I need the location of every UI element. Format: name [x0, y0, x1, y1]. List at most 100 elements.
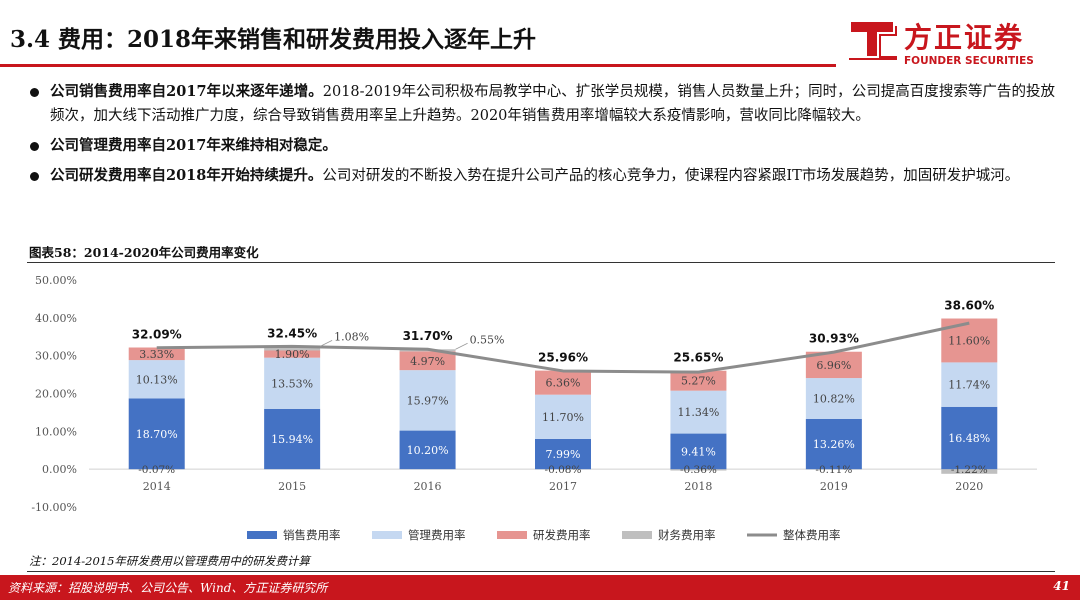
bar-admin — [399, 370, 456, 431]
label-admin: 10.82% — [813, 393, 855, 406]
bar-sales — [941, 406, 998, 470]
label-sales: 10.20% — [407, 444, 449, 457]
label-total: 32.45% — [267, 326, 317, 340]
label-rd: 6.36% — [546, 377, 581, 390]
label-rd: 1.90% — [275, 348, 310, 361]
bullet-dot-icon — [30, 88, 39, 97]
bar-sales — [128, 398, 185, 470]
figure-title: 图表58：2014-2020年公司费用率变化 — [29, 245, 259, 260]
label-total: 32.09% — [132, 327, 182, 341]
bar-sales — [805, 418, 862, 470]
label-financial: -0.08% — [545, 464, 582, 476]
y-tick-label: -10.00% — [31, 501, 77, 514]
y-tick-label: 10.00% — [35, 425, 77, 438]
label-financial: 0.55% — [470, 333, 505, 346]
bar-rd — [399, 351, 456, 371]
bar-financial — [670, 469, 727, 471]
footer-bar: 资料来源：招股说明书、公司公告、Wind、方正证券研究所 41 — [0, 575, 1080, 600]
bullet-list: 公司销售费用率自2017年以来逐年递增。2018-2019年公司积极布局教学中心… — [30, 80, 1055, 194]
leader-financial — [319, 340, 333, 347]
y-tick-label: 40.00% — [35, 312, 77, 325]
header: 3.4 费用：2018年来销售和研发费用投入逐年上升 方正证券 FOUNDER … — [0, 0, 1080, 67]
bullet-lead: 公司管理费用率自2017年来维持相对稳定。 — [50, 137, 337, 154]
bar-sales — [399, 430, 456, 470]
bar-admin — [264, 357, 321, 409]
label-total: 30.93% — [809, 332, 859, 346]
x-tick-label: 2016 — [414, 480, 442, 493]
x-tick-label: 2020 — [955, 480, 983, 493]
bar-rd — [535, 370, 591, 395]
y-tick-label: 50.00% — [35, 274, 77, 287]
bullet-text: 公司对研发的不断投入势在提升公司产品的核心竞争力，使课程内容紧跟IT市场发展趋势… — [322, 168, 1020, 184]
label-admin: 10.13% — [136, 373, 178, 386]
line-total — [156, 321, 970, 374]
label-rd: 5.27% — [681, 375, 716, 388]
x-tick-label: 2015 — [278, 480, 306, 493]
y-tick-label: 30.00% — [35, 350, 77, 363]
label-sales: 18.70% — [136, 428, 178, 441]
bullet-lead: 公司研发费用率自2018年开始持续提升。 — [50, 167, 323, 184]
label-sales: 9.41% — [681, 445, 716, 458]
legend-swatch — [497, 531, 527, 539]
bar-admin — [535, 394, 591, 439]
bullet-item: 公司销售费用率自2017年以来逐年递增。2018-2019年公司积极布局教学中心… — [30, 80, 1055, 128]
bar-rd — [264, 350, 321, 358]
label-admin: 11.70% — [542, 411, 584, 424]
label-admin: 11.74% — [948, 379, 990, 392]
x-tick-label: 2018 — [684, 480, 712, 493]
logo-name: 方正证券 — [904, 21, 1025, 54]
x-tick-label: 2017 — [549, 480, 577, 493]
bullet-dot-icon — [30, 142, 39, 151]
company-logo: 方正证券 FOUNDER SECURITIES — [847, 14, 1037, 70]
label-rd: 4.97% — [410, 355, 445, 368]
label-sales: 16.48% — [948, 432, 990, 445]
logo-subtitle: FOUNDER SECURITIES — [904, 55, 1034, 67]
expense-ratio-chart: -10.00% 0.00% 10.00% 20.00% 30.00% 40.00% 50.0… — [27, 266, 1055, 550]
label-financial: -0.07% — [138, 464, 175, 476]
label-sales: 13.26% — [813, 438, 855, 451]
chart-note: 注：2014-2015年研发费用以管理费用中的研发费计算 — [29, 554, 310, 568]
legend-swatch — [622, 531, 652, 539]
bar-admin — [128, 360, 185, 399]
legend-label: 财务费用率 — [658, 528, 716, 542]
label-financial: -1.22% — [951, 464, 988, 476]
leader-financial — [455, 342, 468, 350]
note-rule — [27, 571, 1055, 572]
label-financial: 1.08% — [334, 330, 369, 343]
page-title: 3.4 费用：2018年来销售和研发费用投入逐年上升 — [10, 26, 537, 53]
label-total: 25.65% — [673, 351, 723, 365]
label-financial: -0.11% — [815, 464, 852, 476]
legend-label: 销售费用率 — [283, 528, 341, 542]
label-rd: 3.33% — [139, 348, 174, 361]
label-admin: 13.53% — [271, 377, 313, 390]
bullet-text: 2018-2019年公司积极布局教学中心、扩张学员规模，销售人员数量上升；同时，… — [50, 84, 1055, 124]
bullet-item: 公司研发费用率自2018年开始持续提升。公司对研发的不断投入势在提升公司产品的核… — [30, 164, 1055, 188]
label-rd: 6.96% — [816, 359, 851, 372]
bullet-lead: 公司销售费用率自2017年以来逐年递增。 — [50, 83, 323, 100]
bullet-item: 公司管理费用率自2017年来维持相对稳定。 — [30, 134, 1055, 158]
bar-admin — [941, 362, 998, 407]
bar-sales — [670, 433, 727, 470]
label-financial: -0.36% — [680, 464, 717, 476]
title-rule — [0, 64, 836, 67]
legend-swatch — [247, 531, 277, 539]
legend-swatch — [372, 531, 402, 539]
label-rd: 11.60% — [948, 334, 990, 347]
figure-rule — [27, 262, 1055, 263]
label-sales: 7.99% — [546, 448, 581, 461]
bar-rd — [128, 347, 185, 361]
legend-label: 整体费用率 — [783, 528, 841, 542]
bar-sales — [535, 438, 591, 470]
bar-sales — [264, 408, 321, 470]
legend-label: 管理费用率 — [408, 528, 466, 542]
bar-admin — [670, 390, 727, 434]
bar-admin — [805, 378, 862, 419]
y-tick-label: 0.00% — [42, 463, 77, 476]
page-number: 41 — [1053, 579, 1070, 593]
label-total: 25.96% — [538, 351, 588, 365]
legend-label: 研发费用率 — [533, 528, 591, 542]
label-total: 38.60% — [944, 299, 994, 313]
x-tick-label: 2019 — [820, 480, 848, 493]
chart-svg: -10.00% 0.00% 10.00% 20.00% 30.00% 40.00% 50.0… — [31, 274, 1037, 542]
label-admin: 15.97% — [407, 394, 449, 407]
